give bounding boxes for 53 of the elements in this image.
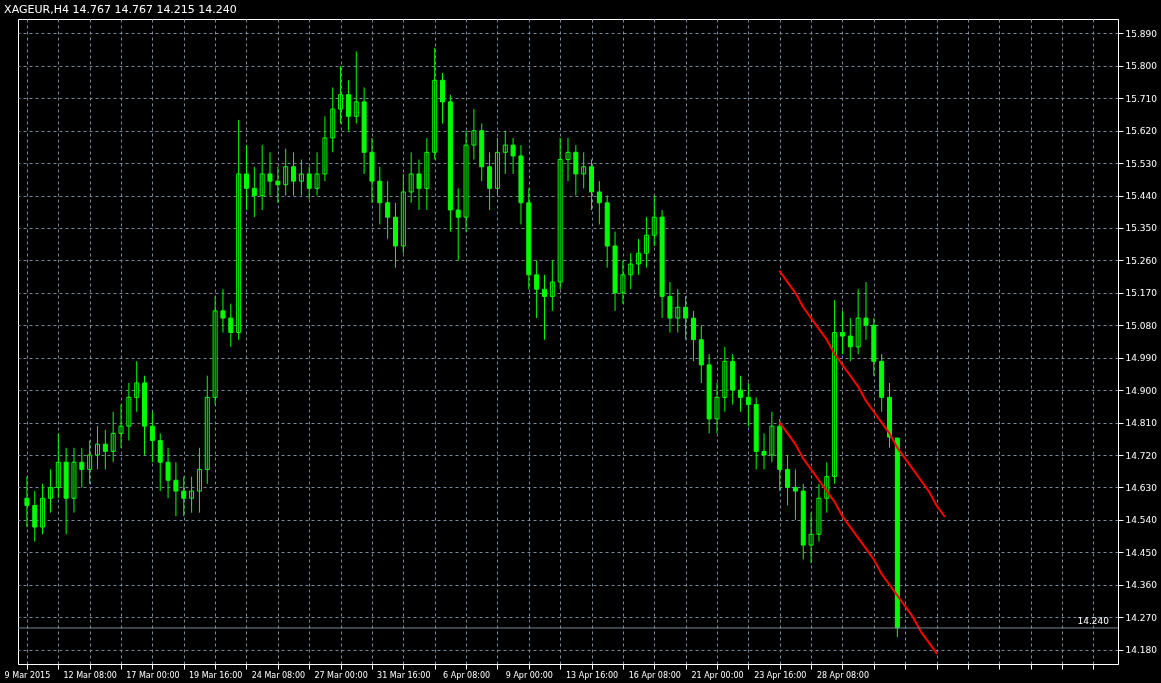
candlestick [738, 375, 744, 413]
candlestick [298, 159, 304, 197]
y-tick-label: 15.170 [1125, 288, 1158, 299]
x-tick-label: 19 Mar 16:00 [188, 670, 243, 680]
line-series [778, 270, 946, 518]
y-tick-label: 15.530 [1125, 158, 1158, 169]
y-tick-label: 15.080 [1125, 320, 1158, 331]
candlestick [847, 317, 853, 362]
ref-line-label: 14.240 [1077, 615, 1110, 626]
y-tick-label: 14.990 [1125, 353, 1158, 364]
candlestick [220, 288, 226, 333]
x-tick-label: 23 Apr 16:00 [754, 670, 807, 680]
y-tick-label: 15.800 [1125, 61, 1158, 72]
candlestick [455, 187, 461, 261]
candlestick [189, 476, 195, 514]
y-tick-label: 15.890 [1125, 28, 1158, 39]
x-tick-label: 9 Mar 2015 [4, 670, 51, 680]
y-tick-label: 14.810 [1125, 418, 1158, 429]
candlestick [761, 432, 767, 470]
x-tick-label: 28 Apr 08:00 [816, 670, 870, 680]
candlestick [863, 281, 869, 341]
y-tick-label: 15.260 [1125, 255, 1158, 266]
candlestick [502, 130, 508, 175]
y-tick-label: 14.720 [1125, 450, 1158, 461]
x-tick-label: 6 Apr 08:00 [443, 670, 491, 680]
line-series [778, 421, 938, 655]
x-tick-label: 13 Apr 16:00 [565, 670, 619, 680]
y-tick-label: 14.270 [1125, 612, 1158, 623]
x-tick-label: 27 Mar 00:00 [314, 670, 368, 680]
candlestick [181, 476, 187, 517]
y-tick-label: 14.900 [1125, 385, 1158, 396]
x-tick-label: 21 Apr 00:00 [691, 670, 744, 680]
y-tick-label: 14.630 [1125, 482, 1158, 493]
y-tick-label: 15.350 [1125, 223, 1158, 234]
y-tick-label: 15.440 [1125, 191, 1158, 202]
x-tick-label: 9 Apr 00:00 [505, 670, 553, 680]
y-tick-label: 14.540 [1125, 515, 1158, 526]
x-tick-label: 12 Mar 08:00 [63, 670, 117, 680]
x-tick-label: 31 Mar 16:00 [377, 670, 431, 680]
chart-title: XAGEUR,H4 14.767 14.767 14.215 14.240 [4, 3, 237, 16]
candlestick [267, 151, 273, 197]
x-tick-label: 24 Mar 08:00 [251, 670, 306, 680]
y-tick-label: 14.450 [1125, 547, 1158, 558]
x-tick-label: 17 Mar 00:00 [126, 670, 180, 680]
candlestick [792, 468, 798, 521]
candlestick [581, 151, 587, 189]
candlestick [839, 310, 845, 355]
x-tick-label: 16 Apr 08:00 [628, 670, 681, 680]
y-tick-label: 14.360 [1125, 580, 1158, 591]
y-tick-label: 14.180 [1125, 645, 1158, 656]
y-tick-label: 15.710 [1125, 93, 1158, 104]
y-tick-label: 15.620 [1125, 126, 1158, 137]
candlestick [510, 137, 516, 175]
